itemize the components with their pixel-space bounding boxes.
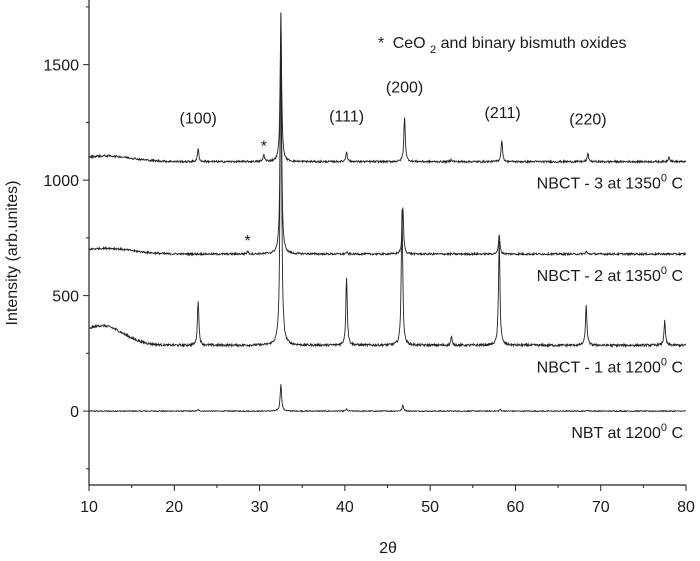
x-tick-label: 70 [592, 499, 610, 516]
series-label-degree: 0 [661, 422, 667, 434]
x-tick-label: 30 [251, 499, 269, 516]
legend: * CeO 2 and binary bismuth oxides [378, 35, 627, 57]
series-label-text: NBCT - 2 at 1350 [537, 268, 661, 285]
y-tick-label: 500 [52, 289, 79, 306]
series-label-unit: C [667, 176, 683, 193]
series-label-degree: 0 [661, 173, 667, 185]
series-label-unit: C [667, 359, 683, 376]
series-line [88, 13, 687, 349]
peak-annotation: * [261, 138, 267, 155]
series-line [88, 384, 686, 413]
legend-star: * [378, 35, 384, 52]
peak-annotation: (110) [263, 0, 299, 1]
x-tick-label: 60 [507, 499, 525, 516]
series-label-text: NBCT - 1 at 1200 [537, 359, 661, 376]
peak-annotation: * [245, 233, 251, 250]
series-label: NBCT - 2 at 13500 C [537, 265, 683, 285]
y-tick-label: 1000 [43, 173, 79, 190]
x-tick-label: 40 [336, 499, 354, 516]
peak-annotation: (220) [569, 112, 606, 129]
peak-annotation: (111) [329, 108, 364, 125]
x-tick-label: 20 [165, 499, 183, 516]
series-label-unit: C [667, 425, 683, 442]
series-label: NBT at 12000 C [571, 422, 683, 442]
series-label-degree: 0 [661, 265, 667, 277]
legend-text-before: CeO [393, 35, 426, 52]
legend-subscript: 2 [430, 44, 436, 56]
peak-annotation: (100) [179, 111, 216, 128]
x-tick-label: 50 [421, 499, 439, 516]
plot-frame [88, 0, 686, 486]
series-label: NBCT - 1 at 12000 C [537, 356, 683, 376]
y-axis-title: Intensity (arb.unites) [4, 181, 21, 326]
y-tick-label: 0 [70, 404, 79, 421]
x-tick-label: 80 [677, 499, 695, 516]
x-axis-title: 2θ [379, 540, 397, 557]
legend-text-after: and binary bismuth oxides [441, 35, 627, 52]
series-label-text: NBCT - 3 at 1350 [537, 176, 661, 193]
legend-text: * CeO 2 and binary bismuth oxides [378, 35, 627, 57]
series-line [88, 33, 687, 257]
series-label: NBCT - 3 at 13500 C [537, 173, 683, 193]
series-label-degree: 0 [661, 356, 667, 368]
x-tick-label: 10 [80, 499, 98, 516]
peak-annotation: (200) [386, 79, 423, 96]
peak-annotation: (211) [485, 105, 521, 122]
series-traces [88, 12, 687, 413]
peak-annotations: (100) (110) (111) (200) (211) (220) * * [179, 0, 606, 250]
y-tick-label: 1500 [43, 58, 79, 75]
series-label-text: NBT at 1200 [571, 425, 661, 442]
series-label-unit: C [667, 268, 683, 285]
series-line [88, 12, 687, 165]
